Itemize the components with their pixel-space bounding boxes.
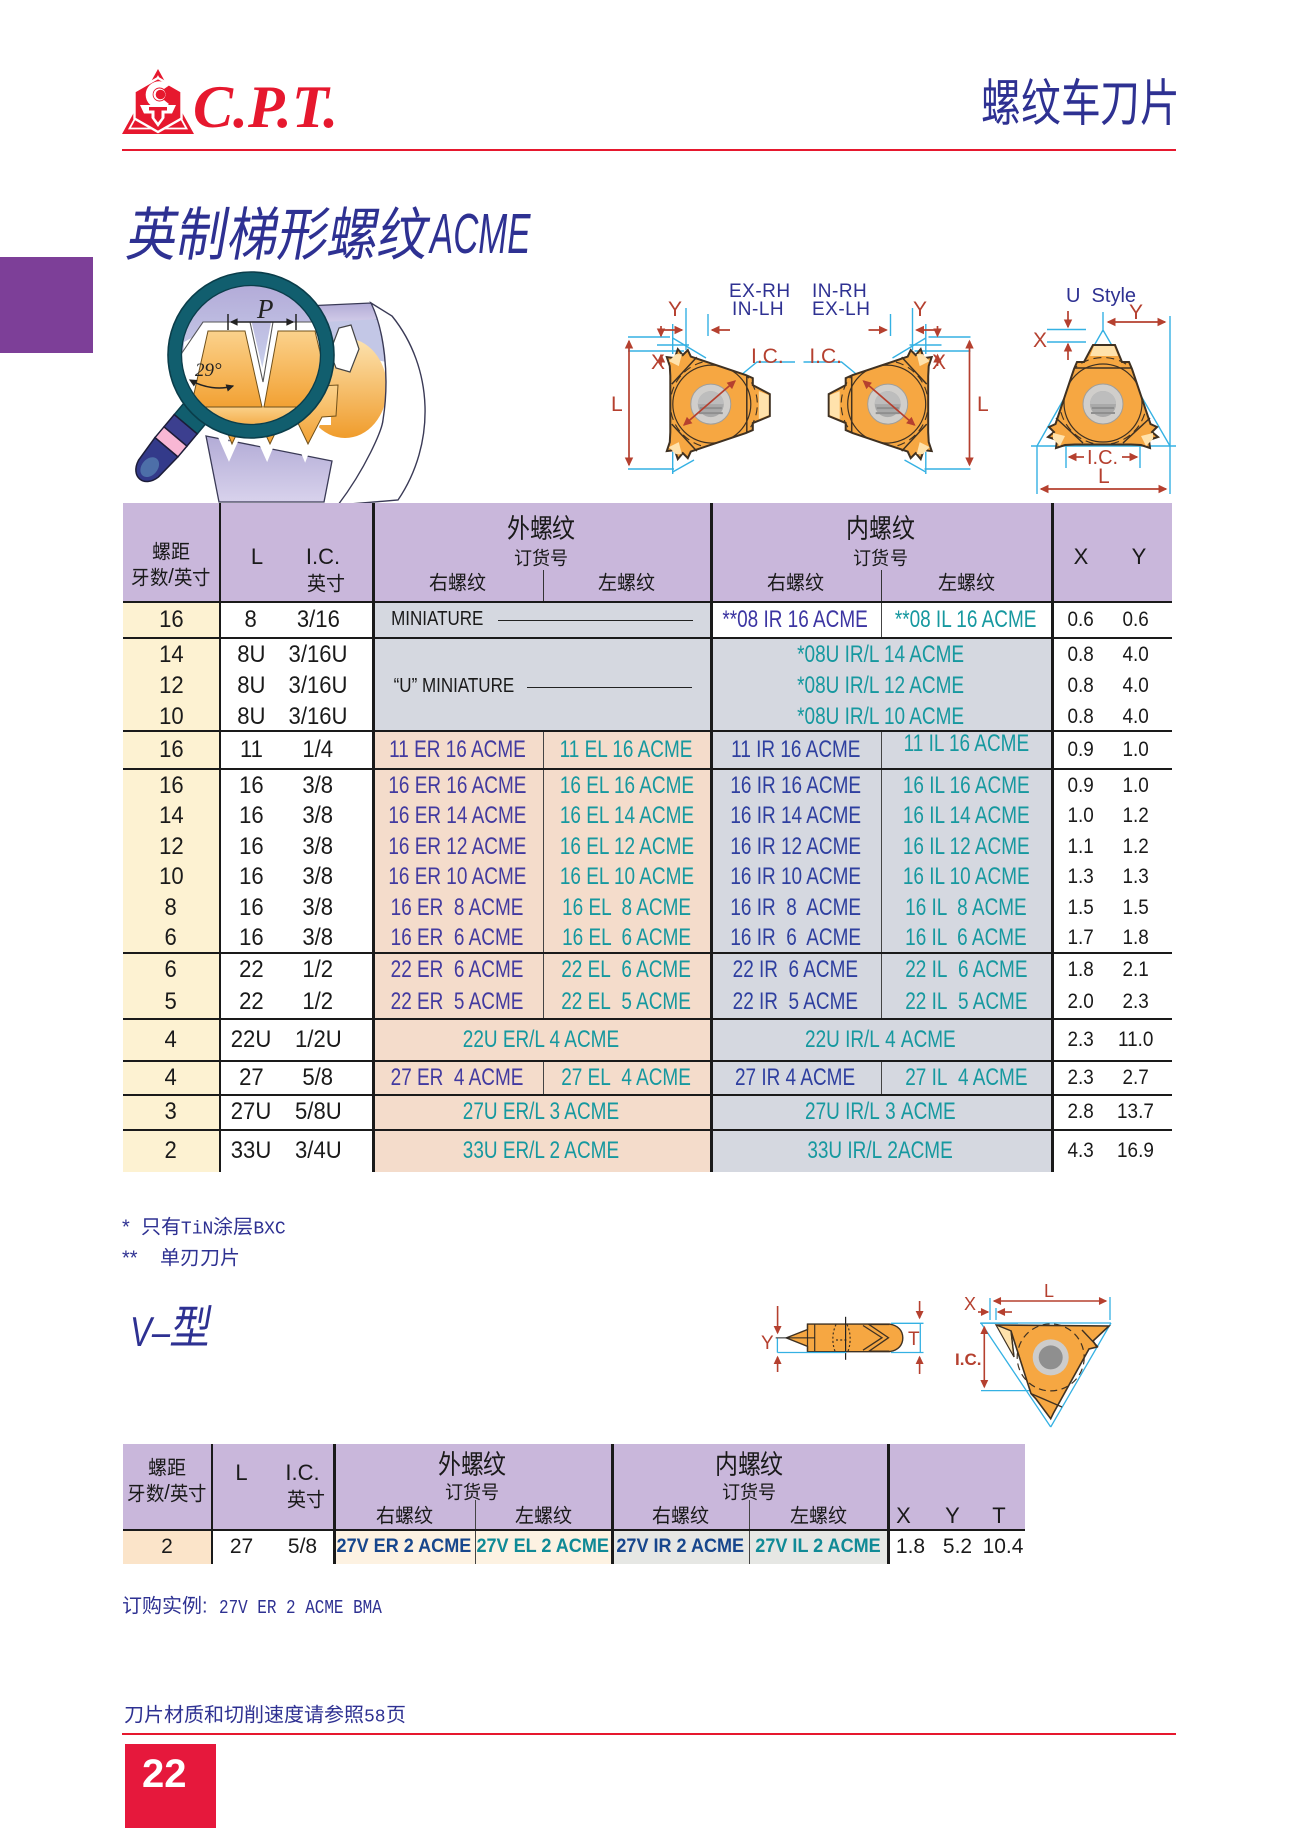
- svg-text:X: X: [932, 351, 946, 374]
- svg-text:L: L: [977, 393, 989, 416]
- svg-text:I.C.: I.C.: [751, 345, 784, 368]
- svg-text:I.C.: I.C.: [809, 345, 842, 368]
- svg-text:L: L: [1098, 465, 1110, 488]
- svg-text:P: P: [256, 294, 274, 324]
- svg-text:IN-RH: IN-RH: [812, 281, 867, 302]
- svg-text:EX-RH: EX-RH: [729, 281, 791, 302]
- svg-text:Y: Y: [1129, 301, 1143, 324]
- svg-text:29°: 29°: [195, 360, 222, 381]
- svg-text:Y: Y: [913, 298, 927, 321]
- svg-text:I.C.: I.C.: [1087, 447, 1118, 469]
- svg-text:T: T: [908, 1329, 920, 1350]
- svg-text:Y: Y: [761, 1333, 774, 1354]
- svg-text:EX-LH: EX-LH: [812, 299, 870, 320]
- svg-text:X: X: [964, 1294, 976, 1314]
- svg-text:L: L: [1044, 1281, 1054, 1301]
- svg-text:I.C.: I.C.: [955, 1350, 981, 1369]
- svg-text:X: X: [651, 351, 665, 374]
- svg-text:X: X: [1033, 329, 1047, 352]
- svg-text:IN-LH: IN-LH: [732, 299, 784, 320]
- svg-text:L: L: [611, 393, 623, 416]
- svg-text:U Style: U Style: [1066, 285, 1136, 307]
- svg-text:Y: Y: [668, 298, 682, 321]
